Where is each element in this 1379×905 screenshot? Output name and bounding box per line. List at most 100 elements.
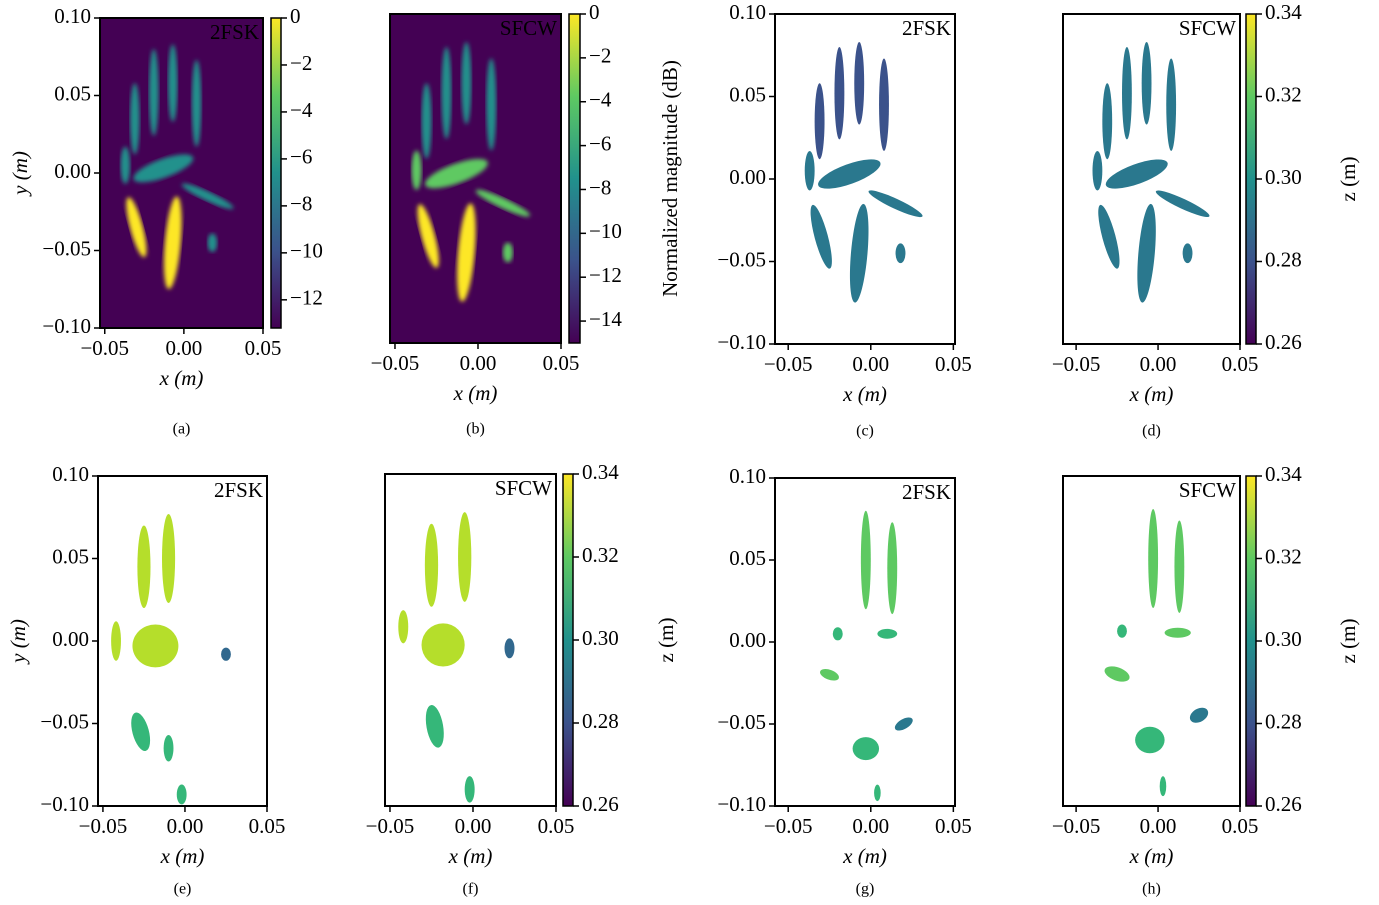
blob [877,628,898,639]
blob [163,196,182,290]
colorbar-tick-label: 0.28 [1265,709,1302,733]
image [111,513,231,805]
blob [461,41,472,125]
caption: (d) [1142,423,1161,440]
blob [441,46,452,140]
x-tick-label: 0.00 [167,814,204,838]
blob [486,58,497,151]
blob [181,183,234,210]
colorbar [270,17,282,329]
blob [133,154,194,183]
blob [1182,243,1193,264]
caption: (g) [856,881,875,898]
axes-frame [389,13,562,344]
blob [137,525,151,608]
blob [1102,83,1113,160]
blob [1141,42,1152,125]
y-tick-label: −0.10 [42,314,91,338]
blob [421,83,432,159]
blob [1164,627,1191,638]
panel-label: 2FSK [210,20,259,44]
axes-frame [1062,475,1241,807]
blob [421,623,465,667]
colorbar [1245,475,1257,807]
blob [879,58,889,151]
panel-label: 2FSK [214,478,263,502]
x-axis-label: x (m) [842,844,887,868]
colorbar-tick-label: −12 [290,286,323,310]
y-tick-label: 0.00 [729,165,766,189]
panel: SFCW −0.05 0.00 0.05 x (m) (b) −14 −12 −10 −8 −6 −4… [371,0,682,438]
caption: (e) [174,881,192,898]
panel-label: SFCW [500,16,557,40]
x-axis-label: x (m) [453,381,498,405]
y-tick-label: −0.05 [717,710,766,734]
blob [804,150,815,191]
colorbar-tick-label: 0.28 [1265,247,1302,271]
panel-label: 2FSK [902,16,951,40]
blob [894,717,913,731]
colorbar [562,473,574,807]
y-tick-label: −0.05 [717,247,766,271]
panel-label: SFCW [1179,478,1236,502]
y-tick-label: 0.10 [729,464,766,488]
colorbar-tick-label: −8 [290,192,312,216]
blob [176,784,187,805]
blob [221,647,231,661]
y-axis-label: y (m) [6,619,30,665]
blob [860,510,871,610]
colorbar-tick-label: −10 [589,219,622,243]
x-axis-label: x (m) [842,382,887,406]
caption: (a) [173,421,191,438]
x-tick-label: 0.05 [543,351,580,375]
y-tick-label: 0.05 [52,544,89,568]
blob [464,776,475,803]
colorbar-tick-label: 0.28 [582,709,619,733]
blob [818,159,881,189]
blob [130,83,140,155]
image [820,510,913,802]
colorbar-tick-label: −6 [589,131,611,155]
image [398,512,515,803]
x-tick-label: 0.00 [1140,352,1177,376]
colorbar-tick-label: −14 [589,307,622,331]
panel-label: SFCW [1179,16,1236,40]
y-tick-label: −0.10 [40,792,89,816]
colorbar-tick-label: 0.30 [1265,165,1302,189]
blob [874,784,881,802]
blob [887,522,898,615]
colorbar-tick-label: 0 [290,4,301,28]
colorbar-label: z (m) [1336,619,1360,664]
x-tick-label: 0.05 [935,814,972,838]
blob [1135,726,1165,754]
colorbar-tick-label: 0.30 [1265,627,1302,651]
y-tick-label: 0.05 [729,546,766,570]
blob [111,621,121,661]
y-axis-label: y (m) [8,151,32,197]
colorbar-tick-label: 0.32 [1265,544,1302,568]
y-tick-label: 0.05 [54,81,91,105]
y-tick-label: 0.10 [729,0,766,24]
blob [425,158,488,189]
blob [1159,776,1167,797]
panel: SFCW −0.05 0.00 0.05 x (m) (h) 0.26 0.28 0.30 0.3… [1052,462,1360,898]
blob [1122,46,1132,140]
colorbar-tick-label: −10 [290,239,323,263]
image [804,42,923,303]
x-tick-label: 0.00 [852,814,889,838]
blob [868,190,923,218]
colorbar [1245,13,1257,345]
colorbar-tick-label: 0.26 [1265,330,1302,354]
x-tick-label: 0.00 [455,814,492,838]
blob [475,189,531,217]
x-axis-label: x (m) [448,844,493,868]
blob [126,197,147,258]
blob [854,42,865,125]
panel: SFCW −0.05 0.00 0.05 x (m) (d) 0.26 0.28 0.30 0.3… [1052,0,1360,440]
blob [1105,159,1168,189]
y-tick-label: −0.05 [42,236,91,260]
colorbar-tick-label: −2 [589,44,611,68]
image [1104,509,1209,797]
blob [1092,150,1103,191]
blob [424,523,439,607]
